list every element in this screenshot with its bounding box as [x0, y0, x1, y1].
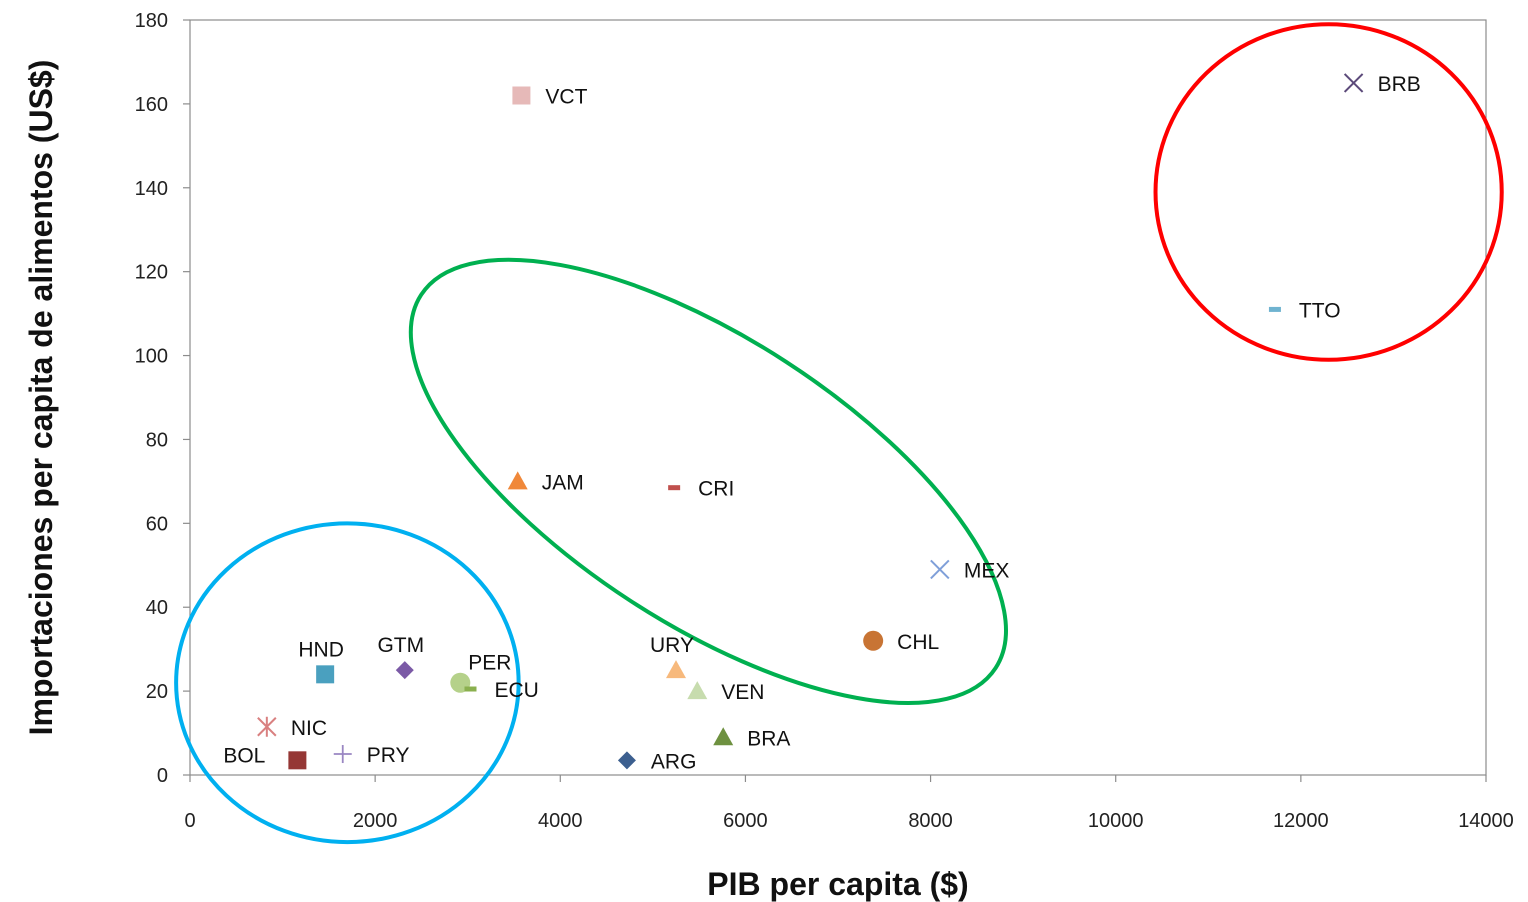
point-label: JAM — [542, 471, 584, 494]
x-tick-label: 10000 — [1088, 810, 1144, 832]
x-tick-label: 8000 — [908, 810, 953, 832]
data-point-tto: TTO — [1268, 299, 1341, 322]
point-label: ARG — [651, 750, 697, 773]
x-marker-stroke — [930, 559, 950, 580]
x-tick-label: 14000 — [1458, 810, 1514, 832]
x-tick-label: 2000 — [353, 810, 398, 832]
data-point-arg: ARG — [617, 750, 697, 773]
cluster-ellipse — [174, 521, 521, 845]
y-tick-label: 40 — [146, 597, 168, 619]
cluster-ellipses — [174, 22, 1504, 845]
point-label: URY — [650, 634, 694, 657]
data-point-mex: MEX — [930, 559, 1010, 582]
x-tick-label: 0 — [184, 810, 195, 832]
point-label: BOL — [223, 744, 265, 767]
point-label: HND — [298, 638, 344, 661]
data-point-bol: BOL — [223, 744, 307, 770]
triangle-marker — [507, 471, 528, 490]
triangle-marker — [666, 660, 686, 679]
data-point-gtm: GTM — [377, 634, 424, 680]
triangle-marker — [687, 681, 708, 700]
circle-marker — [863, 630, 884, 651]
point-label: PRY — [367, 744, 410, 767]
y-tick-label: 160 — [135, 94, 168, 116]
point-label: ECU — [494, 679, 538, 702]
plot-border — [189, 19, 1487, 776]
y-tick-label: 140 — [135, 178, 168, 200]
data-points: VCT BRB TTO JAM CRI MEX CHL URY VEN BRA ARG HND GTM P… — [223, 73, 1420, 773]
cluster-ellipse — [408, 257, 1008, 705]
y-axis-title: Importaciones per capita de alimentos (U… — [23, 60, 59, 736]
x-tick-label: 12000 — [1273, 810, 1329, 832]
x-tick-label: 6000 — [723, 810, 768, 832]
y-tick-label: 60 — [146, 513, 168, 535]
data-point-jam: JAM — [507, 471, 584, 494]
y-tick-label: 120 — [135, 262, 168, 284]
point-label: CRI — [698, 478, 734, 501]
data-point-hnd: HND — [298, 638, 344, 684]
dash-marker — [668, 485, 681, 491]
data-point-bra: BRA — [713, 727, 790, 750]
square-marker — [316, 665, 335, 684]
point-label: GTM — [377, 634, 424, 657]
point-label: NIC — [291, 717, 327, 740]
dash-marker — [464, 686, 477, 692]
data-point-vct: VCT — [512, 86, 588, 109]
y-tick-label: 80 — [146, 429, 168, 451]
point-label: CHL — [897, 631, 939, 654]
data-point-brb: BRB — [1343, 73, 1421, 96]
point-label: BRB — [1378, 73, 1421, 96]
y-tick-label: 20 — [146, 681, 168, 703]
data-point-ven: VEN — [687, 681, 764, 704]
x-tick-label: 4000 — [538, 810, 583, 832]
point-label: PER — [468, 652, 511, 675]
square-marker — [512, 86, 531, 105]
y-tick-label: 100 — [135, 346, 168, 368]
point-label: VEN — [721, 681, 764, 704]
data-point-chl: CHL — [863, 630, 939, 654]
dash-marker — [1268, 306, 1281, 312]
y-tick-label: 0 — [157, 765, 168, 787]
plot-area — [189, 19, 1487, 776]
data-point-pry: PRY — [333, 744, 410, 767]
square-marker — [288, 751, 307, 770]
data-point-cri: CRI — [668, 478, 734, 501]
triangle-marker — [713, 727, 734, 746]
x-marker-stroke — [1343, 73, 1364, 93]
data-point-ury: URY — [650, 634, 694, 679]
diamond-marker — [395, 661, 414, 680]
point-label: MEX — [964, 559, 1010, 582]
point-label: TTO — [1299, 299, 1341, 322]
point-label: BRA — [747, 727, 790, 750]
data-point-ecu: ECU — [464, 679, 539, 702]
diamond-marker — [617, 751, 636, 770]
data-point-nic: NIC — [257, 716, 327, 740]
cluster-ellipse — [1153, 22, 1504, 362]
y-tick-label: 180 — [135, 10, 168, 32]
x-axis-title: PIB per capita ($) — [707, 866, 968, 902]
axis-ticks: 0 20 40 60 80 100 120 140 160 180 0 2000 4000 6000 800… — [135, 10, 1514, 832]
point-label: VCT — [545, 86, 587, 109]
